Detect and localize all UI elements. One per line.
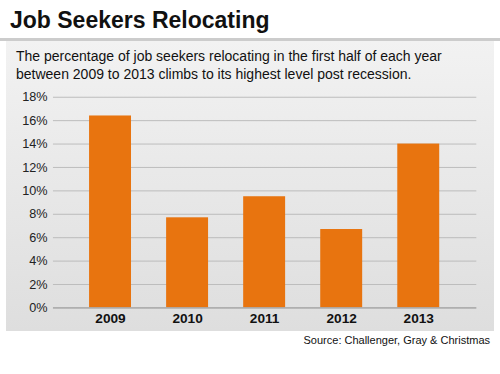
svg-text:14%: 14% xyxy=(22,137,47,151)
svg-text:2013: 2013 xyxy=(404,311,435,326)
svg-text:2010: 2010 xyxy=(172,311,203,326)
svg-text:18%: 18% xyxy=(22,90,47,104)
svg-text:6%: 6% xyxy=(29,231,47,245)
html-text:The percentage of job seekers: The percentage of job seekers relocating… xyxy=(16,48,442,82)
svg-text:2%: 2% xyxy=(29,278,47,292)
svg-text:8%: 8% xyxy=(29,207,47,221)
html-text:Source: Challenger, Gray & Chr: Source: Challenger, Gray & Christmas xyxy=(303,333,490,346)
svg-text:2011: 2011 xyxy=(250,311,280,326)
svg-text:2012: 2012 xyxy=(327,311,358,326)
svg-text:0%: 0% xyxy=(29,301,47,315)
svg-text:12%: 12% xyxy=(22,161,47,175)
html-text:Job Seekers Relocating: Job Seekers Relocating xyxy=(10,7,270,33)
svg-text:2009: 2009 xyxy=(95,311,126,326)
svg-text:10%: 10% xyxy=(22,184,47,198)
svg-text:4%: 4% xyxy=(29,254,47,268)
svg-text:16%: 16% xyxy=(22,114,47,128)
